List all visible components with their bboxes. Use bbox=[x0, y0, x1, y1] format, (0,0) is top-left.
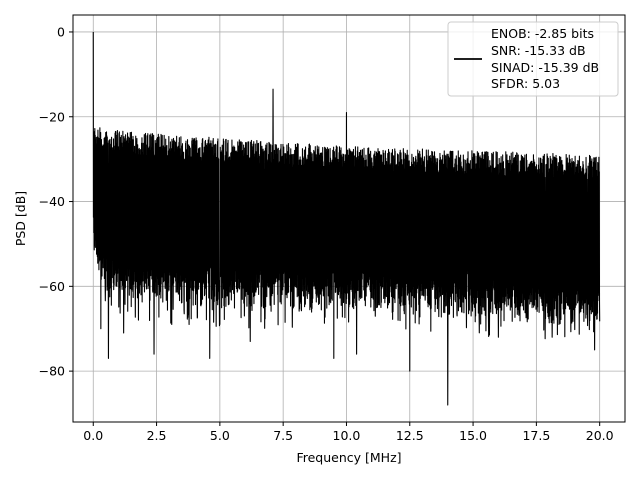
y-tick-label: −20 bbox=[39, 109, 65, 124]
axes-frame bbox=[72, 14, 626, 423]
x-tick-label: 7.5 bbox=[273, 428, 293, 443]
plot-series bbox=[92, 31, 601, 406]
y-tick-label: −40 bbox=[39, 194, 65, 209]
legend-box bbox=[447, 21, 619, 97]
x-tick-label: 2.5 bbox=[147, 428, 167, 443]
legend-enob: ENOB: -2.85 bits bbox=[491, 26, 594, 41]
x-tick-label: 15.0 bbox=[459, 428, 487, 443]
x-tick-label: 20.0 bbox=[586, 428, 614, 443]
legend-snr: SNR: -15.33 dB bbox=[491, 43, 586, 58]
x-tick-label: 0.0 bbox=[83, 428, 103, 443]
y-tick-label: 0 bbox=[57, 24, 65, 39]
x-tick-label: 10.0 bbox=[333, 428, 361, 443]
x-axis-label: Frequency [MHz] bbox=[296, 450, 401, 465]
legend: ENOB: -2.85 bits SNR: -15.33 dB SINAD: -… bbox=[447, 21, 619, 97]
x-tick-label: 17.5 bbox=[522, 428, 550, 443]
legend-sfdr: SFDR: 5.03 bbox=[491, 76, 560, 91]
legend-sinad: SINAD: -15.39 dB bbox=[491, 60, 599, 75]
y-tick-label: −80 bbox=[39, 364, 65, 379]
y-tick-label: −60 bbox=[39, 279, 65, 294]
psd-line bbox=[92, 31, 601, 406]
x-tick-label: 5.0 bbox=[210, 428, 230, 443]
y-axis-label: PSD [dB] bbox=[13, 191, 28, 246]
axis-ticks: 0.0 2.5 5.0 7.5 10.0 12.5 15.0 17.5 20.0 0 −20 −40 −… bbox=[39, 24, 614, 443]
x-tick-label: 12.5 bbox=[396, 428, 424, 443]
